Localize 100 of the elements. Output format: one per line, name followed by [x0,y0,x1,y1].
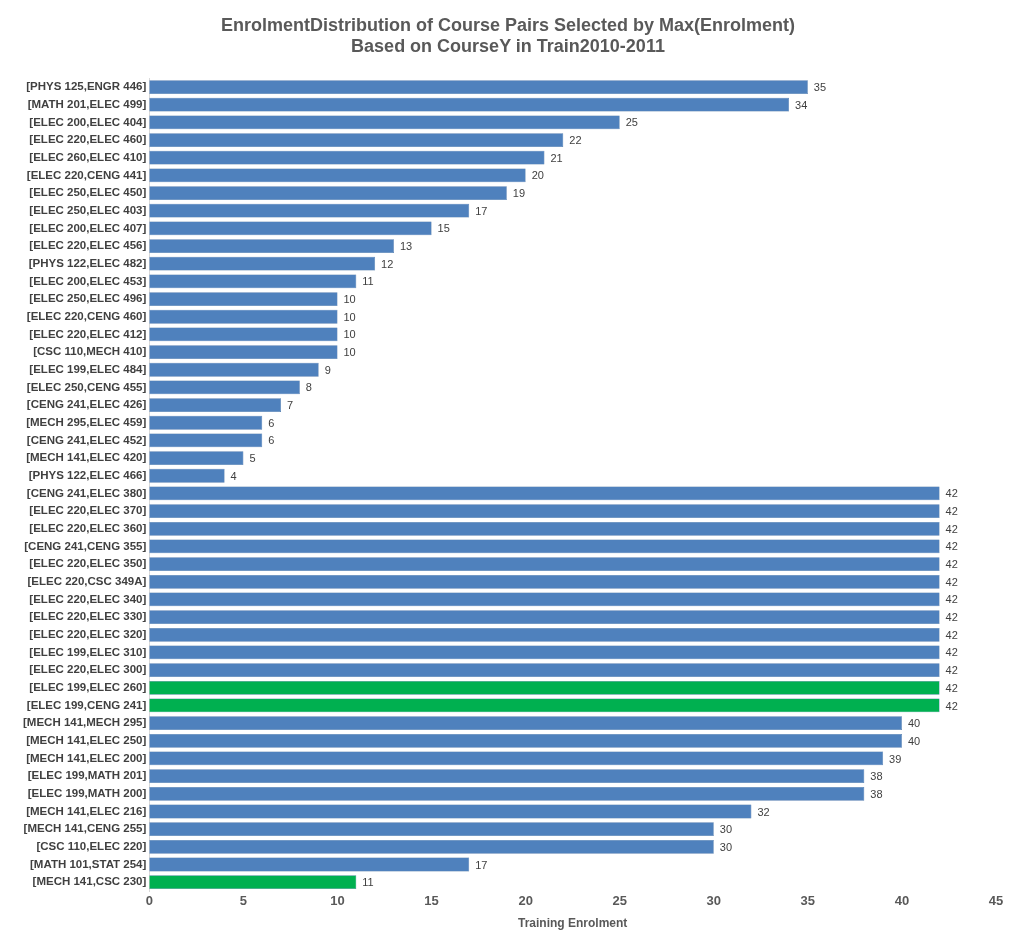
data-label: 42 [945,646,958,659]
data-label: 42 [945,540,958,553]
y-tick-label: [CENG 241,ELEC 452] [26,433,147,446]
y-tick-label: [MECH 141,ELEC 216] [26,804,147,817]
data-label: 42 [945,593,958,606]
data-label: 25 [625,116,638,129]
y-tick-label: [ELEC 199,MATH 200] [27,786,147,799]
y-tick-label: [ELEC 220,ELEC 460] [29,133,147,146]
x-tick-label: 45 [988,893,1004,909]
data-label: 42 [945,611,958,624]
y-tick-label: [ELEC 220,CENG 441] [26,168,147,181]
x-axis-title: Training Enrolment [518,916,628,931]
y-tick-label: [MECH 141,ELEC 250] [26,733,147,746]
y-tick-label: [MECH 141,CSC 230] [32,875,147,888]
data-label: 42 [945,681,958,694]
x-tick-label: 25 [612,893,627,909]
data-label: 38 [870,787,883,800]
y-tick-label: [MATH 201,ELEC 499] [27,97,147,110]
y-tick-label: [MATH 101,STAT 254] [30,857,147,870]
y-tick-label: [ELEC 250,ELEC 450] [29,186,147,199]
data-label: 8 [305,381,312,394]
data-label: 42 [945,628,958,641]
y-tick-label: [PHYS 122,ELEC 482] [28,256,147,269]
data-label: 42 [945,522,958,535]
data-label: 17 [475,204,488,217]
data-label: 35 [813,81,827,94]
data-label: 12 [381,257,394,270]
y-tick-label: [CENG 241,CENG 355] [24,539,147,552]
data-label: 7 [287,399,294,412]
y-tick-label: [ELEC 220,ELEC 456] [29,239,147,252]
data-label: 38 [870,770,883,783]
y-tick-label: [ELEC 250,ELEC 496] [29,292,147,305]
y-tick-label: [ELEC 220,ELEC 320] [29,627,147,640]
data-label: 20 [531,169,544,182]
y-tick-label: [MECH 141,ELEC 420] [26,451,147,464]
y-tick-label: [CENG 241,ELEC 426] [26,398,147,411]
x-tick-label: 35 [800,893,816,909]
data-label: 42 [945,558,958,571]
data-label: 11 [362,275,374,288]
x-tick-label: 40 [894,893,910,909]
data-label: 6 [268,416,275,429]
y-tick-label: [ELEC 250,CENG 455] [26,380,147,393]
data-label: 9 [324,363,331,376]
y-tick-label: [ELEC 220,ELEC 370] [29,504,147,517]
y-tick-label: [ELEC 220,ELEC 340] [29,592,147,605]
data-label: 4 [230,469,237,482]
data-label: 19 [512,187,526,200]
y-tick-label: [ELEC 199,CENG 241] [26,698,147,711]
y-tick-label: [ELEC 220,ELEC 350] [29,557,147,570]
y-tick-label: [ELEC 199,ELEC 260] [29,680,147,693]
x-tick-label: 20 [518,893,533,909]
data-label: 42 [945,487,958,500]
y-tick-label: [ELEC 220,ELEC 360] [29,521,147,534]
data-label: 15 [437,222,450,235]
y-tick-label: [CSC 110,ELEC 220] [36,840,147,852]
y-tick-label: [ELEC 250,ELEC 403] [29,203,147,216]
y-tick-label: [ELEC 260,ELEC 410] [29,150,147,163]
data-label: 10 [343,346,356,359]
chart-title: EnrolmentDistribution of Course Pairs Selected by Max(Enrolment) Based on CourseY in Train2010-2011 [220,14,796,57]
data-label: 13 [399,240,413,253]
data-label: 42 [945,699,958,712]
y-tick-label: [ELEC 220,ELEC 330] [29,610,147,623]
data-label: 32 [757,805,770,818]
data-label: 42 [945,505,958,518]
x-tick-label: 15 [424,893,439,909]
y-tick-label: [CENG 241,ELEC 380] [26,486,147,499]
y-tick-label: [ELEC 220,CSC 349A] [27,574,147,587]
y-tick-label: [ELEC 200,ELEC 407] [29,221,147,234]
data-label: 30 [719,823,733,836]
y-tick-label: [CSC 110,MECH 410] [33,345,147,358]
x-tick-label: 30 [706,893,722,909]
data-label: 10 [343,293,356,306]
y-tick-label: [MECH 141,ELEC 200] [26,751,147,764]
y-tick-label: [MECH 141,CENG 255] [23,822,147,835]
y-tick-label: [ELEC 220,ELEC 412] [29,327,147,340]
y-tick-label: [ELEC 199,ELEC 310] [29,645,147,658]
y-tick-label: [ELEC 199,MATH 201] [27,769,147,782]
data-label: 6 [268,434,275,447]
y-tick-label: [ELEC 220,CENG 460] [26,309,147,322]
data-label: 39 [889,752,902,765]
data-label: 10 [343,310,356,323]
x-tick-label: 0 [145,893,153,909]
data-label: 42 [945,664,958,677]
y-tick-label: [PHYS 122,ELEC 466] [28,468,147,481]
data-label: 40 [907,717,921,730]
data-label: 22 [569,134,582,147]
data-label: 21 [550,151,563,164]
x-tick-label: 5 [239,893,248,909]
y-tick-label: [ELEC 220,ELEC 300] [29,663,147,676]
y-tick-label: [MECH 295,ELEC 459] [26,415,147,428]
data-label: 42 [945,575,958,588]
data-label: 5 [249,452,256,465]
data-label: 30 [719,840,733,853]
data-label: 40 [907,734,921,747]
data-label: 11 [362,876,374,889]
data-label: 34 [795,98,808,111]
y-tick-label: [PHYS 125,ENGR 446] [26,80,147,93]
y-tick-label: [ELEC 199,ELEC 484] [29,362,147,375]
y-tick-label: [MECH 141,MECH 295] [22,716,147,729]
y-tick-label: [ELEC 200,ELEC 453] [29,274,147,287]
